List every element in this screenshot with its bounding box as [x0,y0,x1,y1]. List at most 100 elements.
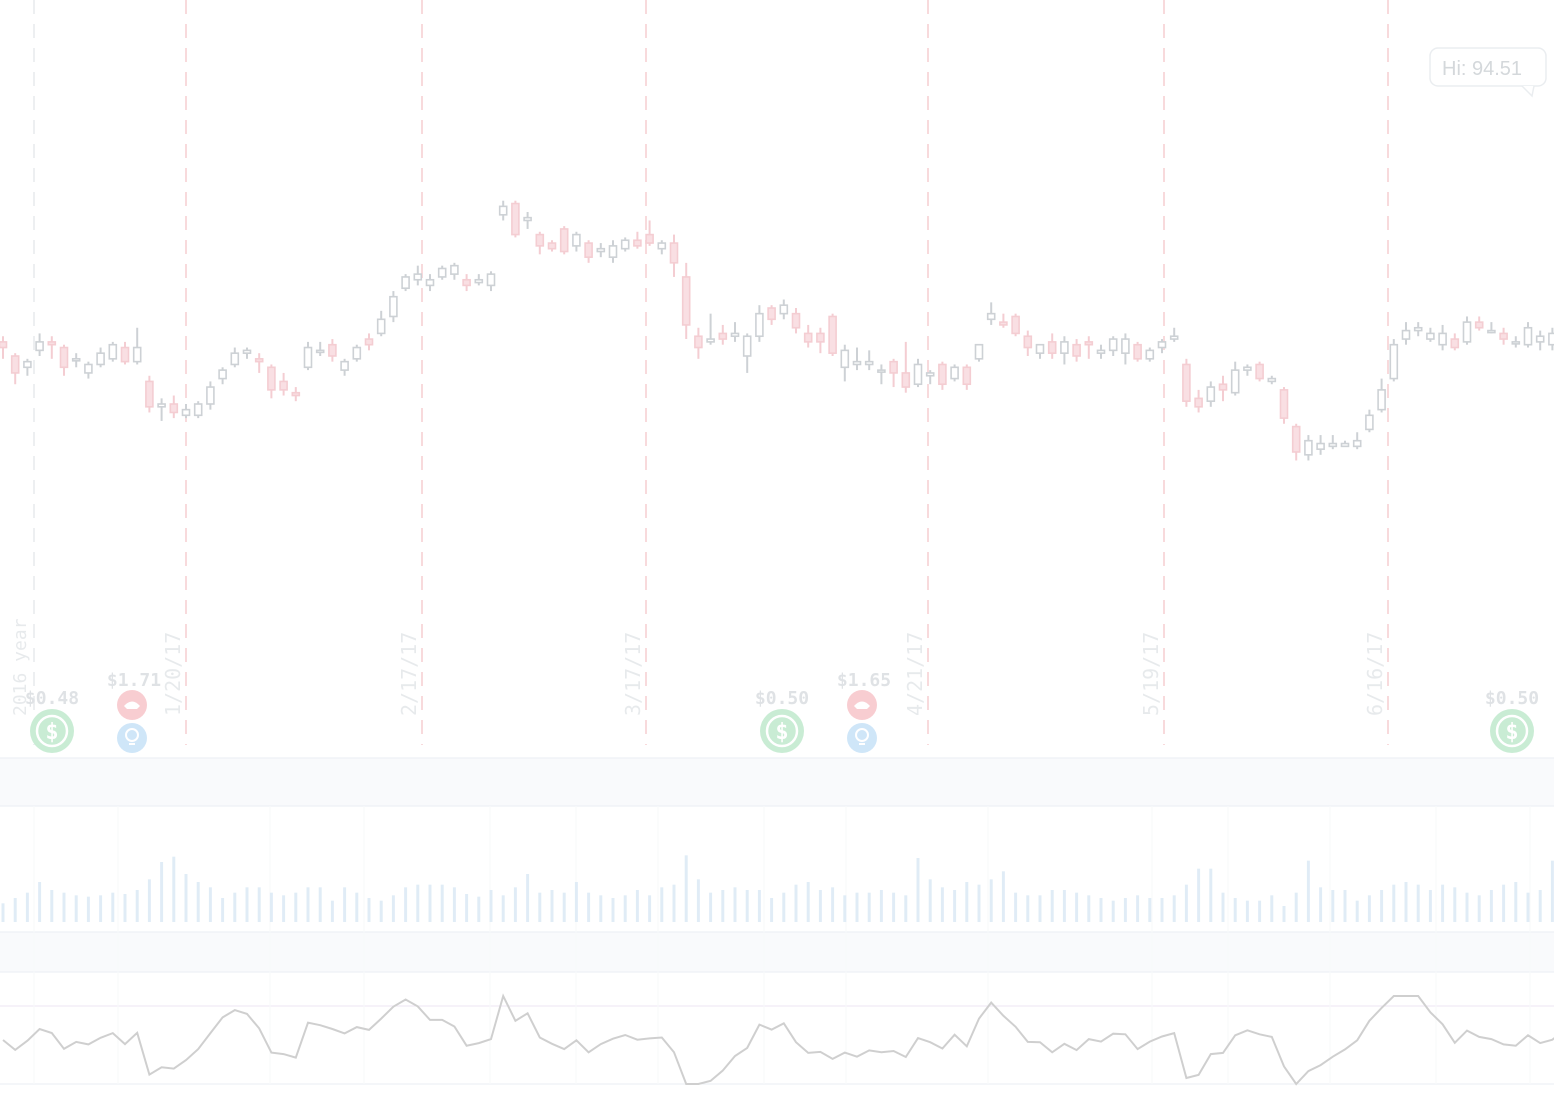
candle-body [1037,345,1044,353]
dividend-value: $0.50 [755,688,809,709]
date-label: 5/19/17 [1139,632,1163,716]
volume-bar [1441,885,1444,922]
volume-bar [648,895,651,922]
volume-bar [819,890,822,922]
high-callout: Hi: 94.51 [1430,48,1546,96]
candle-body [463,280,470,286]
volume-bar [1051,890,1054,922]
volume-indicator-gap [0,932,1554,972]
volume-bar [587,893,590,922]
volume-bar [636,890,639,922]
volume-bar [270,893,273,922]
candle-body [48,342,55,345]
volume-bar [1356,901,1359,922]
volume-bar [26,893,29,922]
volume-bar [746,890,749,922]
dividend-marker[interactable]: $0.50$ [755,688,809,753]
dollar-glyph: $ [1505,720,1518,745]
volume-bar [575,882,578,922]
candle-body [915,364,922,384]
candle-body [939,364,946,384]
candle-body [1476,322,1483,328]
candle-body [805,333,812,341]
volume-bar [1429,890,1432,922]
volume-bar [758,890,761,922]
candle-body [1256,364,1263,378]
candle-body [451,266,458,274]
candle-body [658,243,665,249]
volume-bar [843,895,846,922]
volume-bar [782,893,785,922]
volume-bar [1063,890,1066,922]
candle-body [1232,370,1239,393]
candle-body [1293,427,1300,452]
volume-bar [721,890,724,922]
candle-body [1378,390,1385,410]
candle-body [280,381,287,389]
volume-bar [1344,890,1347,922]
candle-body [927,373,934,376]
candle-body [1281,390,1288,418]
candle-body [85,364,92,372]
candle-body [854,362,861,365]
volume-bar [477,897,480,922]
volume-bar [1222,893,1225,922]
candle-body [97,353,104,364]
candle-body [1012,316,1019,333]
volume-bar [50,890,53,922]
volume-bar [1417,885,1420,922]
candle-body [1415,328,1422,331]
volume-bar [856,893,859,922]
earnings-marker[interactable]: $1.65 [837,670,891,753]
candle-body [1244,367,1251,370]
volume-bar [1246,901,1249,922]
candle-body [170,404,177,412]
volume-bar [233,893,236,922]
candle-body [24,362,31,368]
volume-bar [953,890,956,922]
volume-bar [502,895,505,922]
candle-body [817,333,824,341]
candle-body [341,362,348,370]
candle-body [610,246,617,257]
volume-bar [294,893,297,922]
candle-body [573,235,580,246]
dividend-marker[interactable]: $0.50$ [1485,688,1539,753]
candle-body [1195,398,1202,406]
candle-body [219,370,226,378]
volume-bar [892,893,895,922]
candle-body [512,204,519,235]
candle-body [1207,387,1214,401]
volume-bar [1319,887,1322,922]
volume-bar [1392,885,1395,922]
candle-body [1134,345,1141,359]
candle-body [756,314,763,337]
candle-body [1122,339,1129,353]
candle-body [1061,342,1068,353]
candle-body [561,229,568,252]
candle-body [707,339,714,342]
volume-bar [1490,890,1493,922]
candle-body [1500,333,1507,339]
volume-bar [1380,890,1383,922]
candle-body [378,319,385,333]
candle-body [353,348,360,359]
candle-body [122,348,129,362]
date-label: 2/17/17 [397,632,421,716]
volume-bar [514,887,517,922]
volume-bar [941,887,944,922]
volume-bar [624,895,627,922]
dividend-marker[interactable]: $0.48$ [25,688,79,753]
candle-body [475,280,482,283]
volume-bar [612,898,615,922]
candle-body [1024,336,1031,347]
bulb-icon [117,723,147,753]
volume-bar [87,897,90,922]
candle-body [585,243,592,257]
candle-body [500,206,507,214]
volume-bar [392,895,395,922]
candle-body [1525,328,1532,345]
earnings-marker[interactable]: $1.71 [107,670,161,753]
